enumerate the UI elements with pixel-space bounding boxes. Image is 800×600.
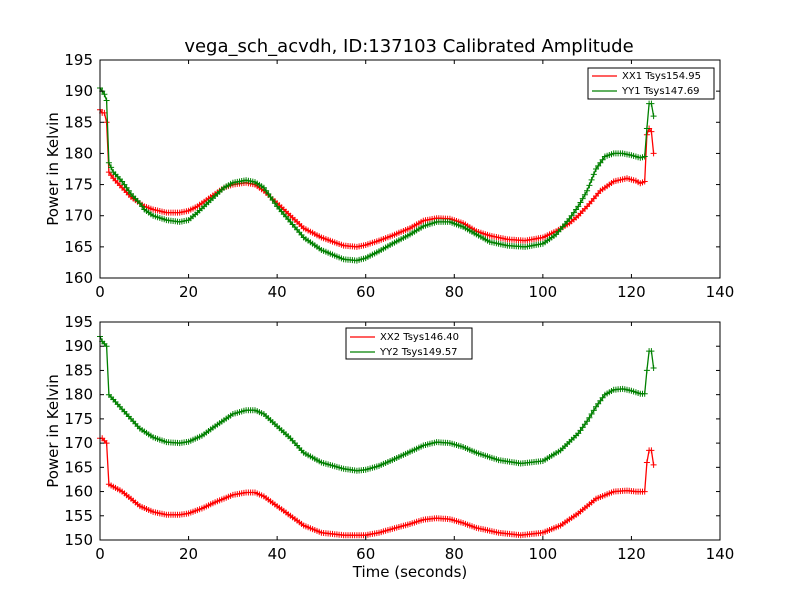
x-tick-label: 20: [179, 545, 198, 563]
y-tick-label: 180: [64, 386, 93, 404]
x-tick-label: 40: [268, 545, 287, 563]
plot-frame: [99, 59, 721, 279]
y-tick-label: 150: [64, 531, 93, 549]
y-tick-label: 155: [64, 507, 93, 525]
y-tick-label: 175: [64, 410, 93, 428]
legend-entry-xx1: XX1 Tsys154.95: [622, 71, 701, 82]
y-tick-label: 165: [64, 458, 93, 476]
y-tick-label: 160: [64, 269, 93, 287]
y-axis-title: Power in Kelvin: [44, 112, 62, 226]
legend-entry-xx2: XX2 Tsys146.40: [380, 332, 459, 343]
x-tick-label: 120: [617, 283, 646, 301]
x-tick-label: 0: [95, 283, 105, 301]
legend: XX2 Tsys146.40 YY2 Tsys149.57: [345, 327, 473, 360]
legend-entry-yy2: YY2 Tsys149.57: [379, 347, 458, 358]
y-tick-label: 195: [64, 313, 93, 331]
x-tick-label: 0: [95, 545, 105, 563]
y-tick-label: 190: [64, 337, 93, 355]
legend-box: [345, 327, 473, 360]
legend: XX1 Tsys154.95 YY1 Tsys147.69: [587, 67, 715, 100]
y-tick-label: 170: [64, 434, 93, 452]
x-tick-label: 140: [706, 283, 735, 301]
x-tick-label: 60: [356, 283, 375, 301]
chart-title: vega_sch_acvdh, ID:137103 Calibrated Amp…: [184, 36, 633, 57]
y-tick-label: 190: [64, 82, 93, 100]
y-tick-label: 185: [64, 113, 93, 131]
x-tick-label: 100: [529, 545, 558, 563]
y-axis-title: Power in Kelvin: [44, 374, 62, 488]
y-tick-label: 195: [64, 51, 93, 69]
y-tick-label: 170: [64, 207, 93, 225]
y-tick-label: 180: [64, 144, 93, 162]
plot-frame: [99, 321, 721, 541]
legend-entry-yy1: YY1 Tsys147.69: [621, 86, 700, 97]
bottom-plot: 0 20 40 60 80 100 120 140 150 155 160 165 170 175 180 1…: [44, 313, 734, 581]
y-tick-label: 165: [64, 238, 93, 256]
x-tick-label: 40: [268, 283, 287, 301]
x-tick-label: 100: [529, 283, 558, 301]
x-tick-label: 80: [445, 283, 464, 301]
x-tick-label: 80: [445, 545, 464, 563]
x-tick-label: 140: [706, 545, 735, 563]
x-tick-label: 60: [356, 545, 375, 563]
y-tick-label: 160: [64, 483, 93, 501]
y-tick-label: 185: [64, 361, 93, 379]
top-plot: 0 20 40 60 80 100 120 140 160 165 170 175 180 185 190 1…: [44, 51, 734, 301]
x-axis-title: Time (seconds): [352, 563, 468, 581]
x-tick-label: 20: [179, 283, 198, 301]
x-tick-label: 120: [617, 545, 646, 563]
legend-box: [587, 67, 715, 100]
y-tick-label: 175: [64, 176, 93, 194]
